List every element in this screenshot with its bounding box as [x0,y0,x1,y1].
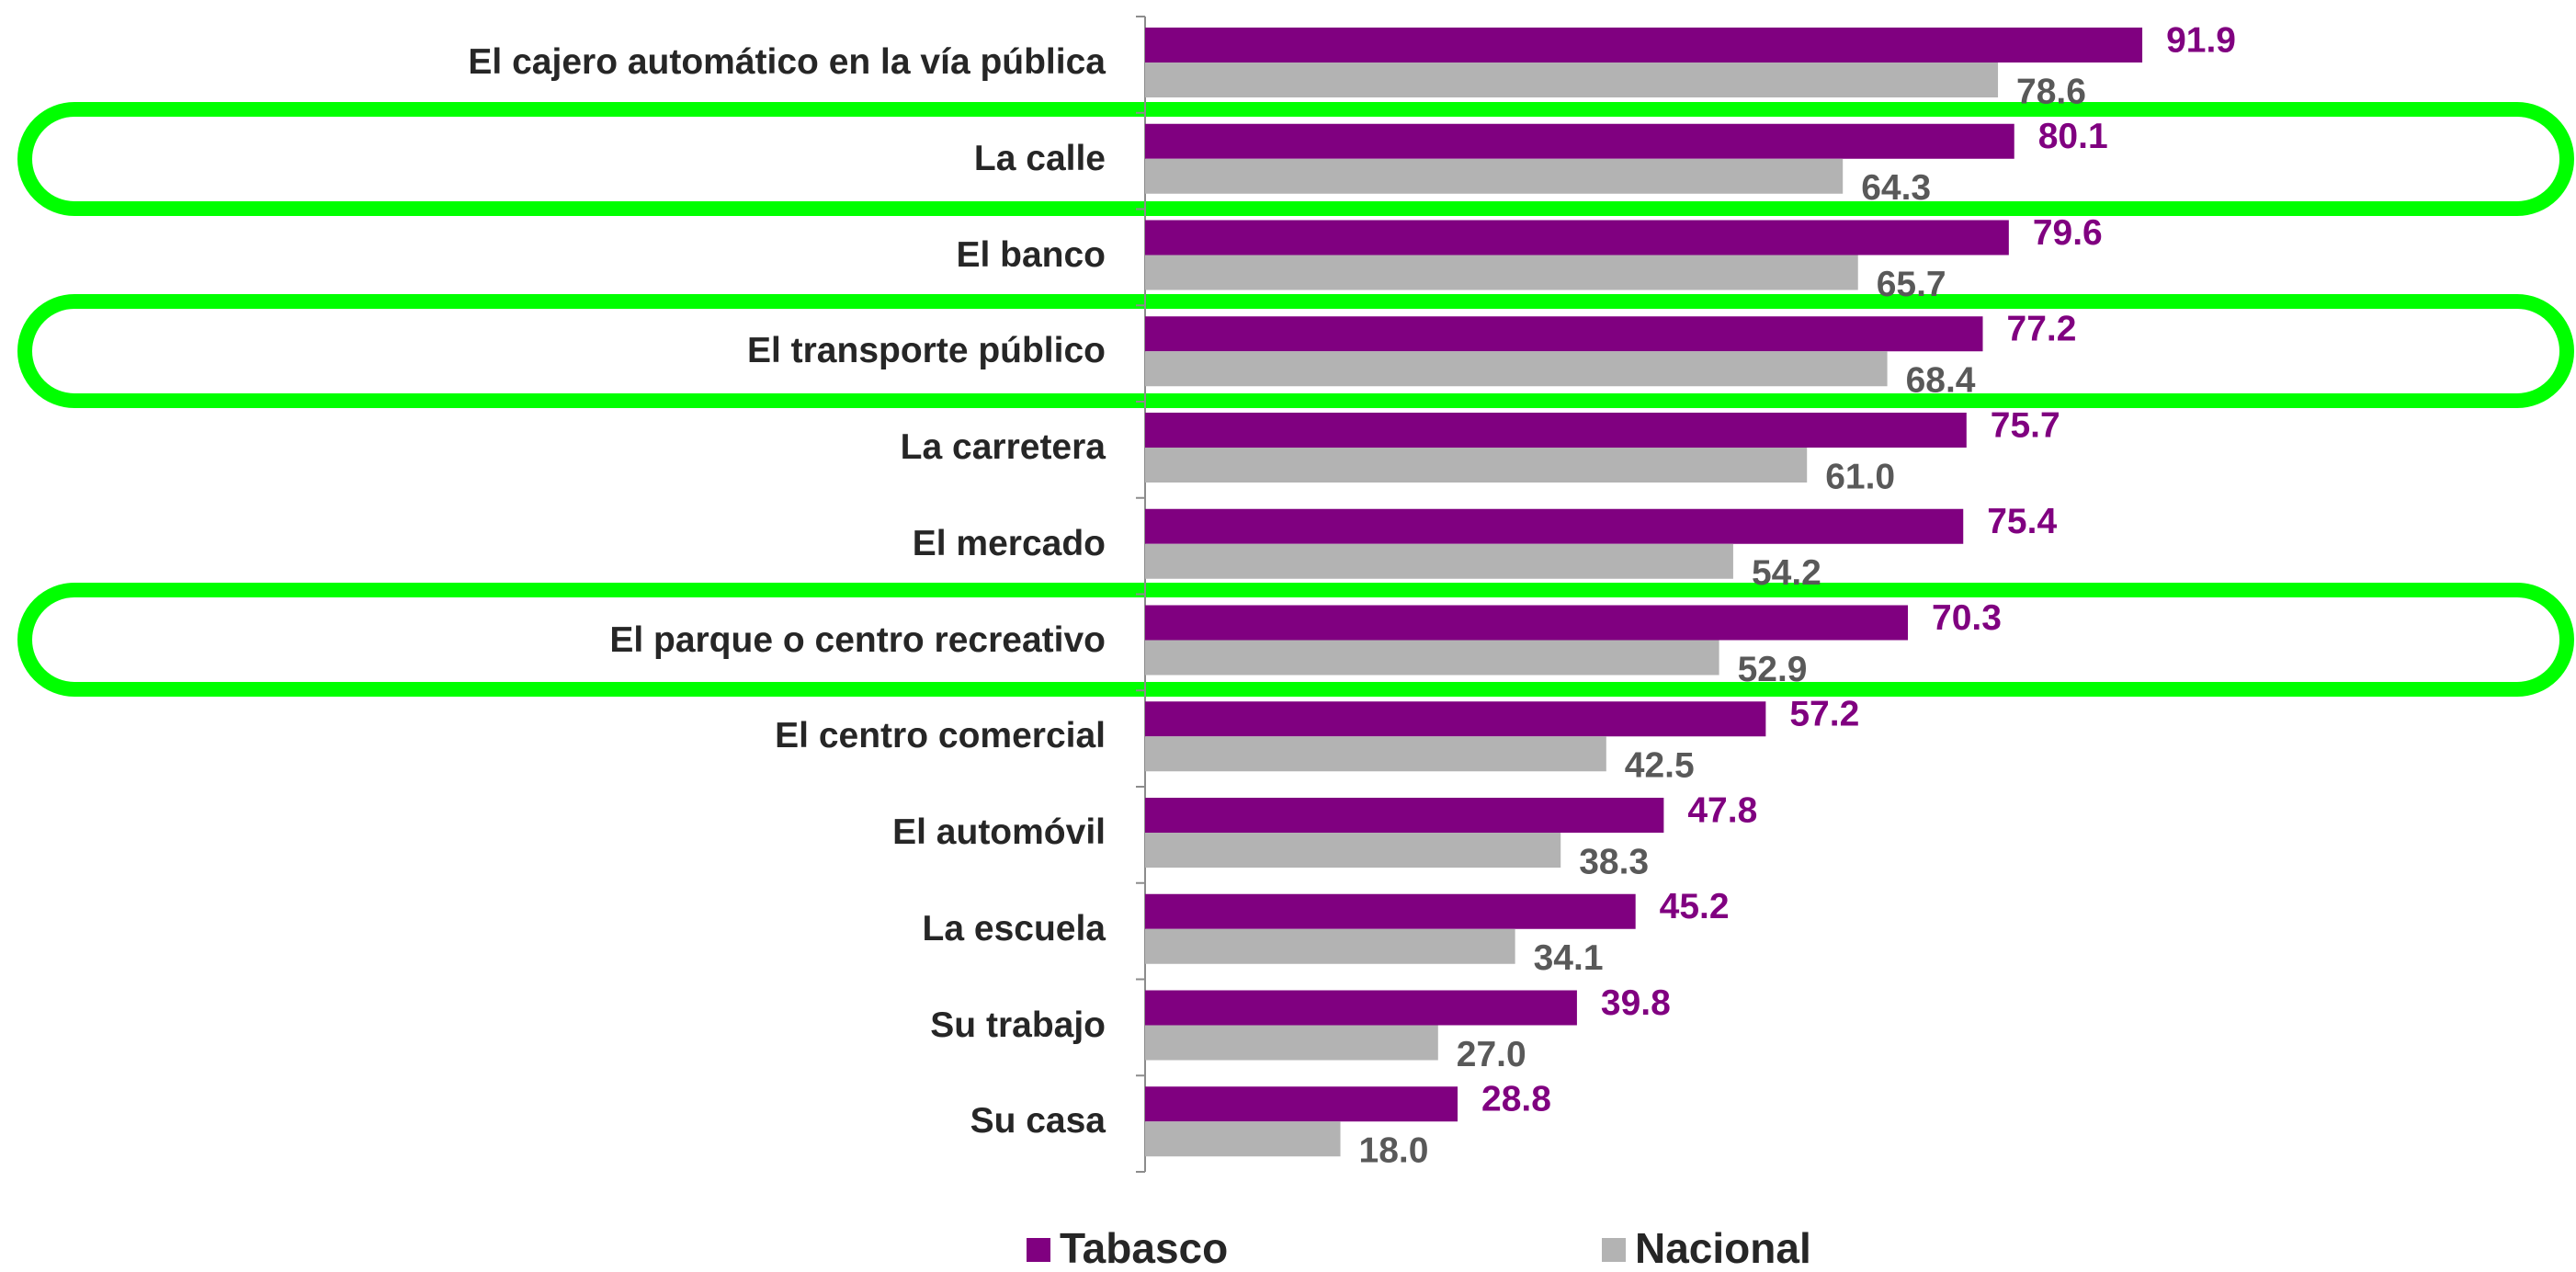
category-label: El transporte público [746,331,1106,371]
bar [1145,1086,1458,1122]
value-label: 52.9 [1738,650,1808,689]
value-label: 18.0 [1359,1131,1429,1171]
value-label: 64.3 [1861,168,1931,208]
legend-label: Tabasco [1060,1224,1228,1272]
legend-swatch [1602,1238,1626,1262]
category-label: El cajero automático en la vía pública [468,42,1106,82]
bar [1145,1121,1341,1157]
bar [1145,605,1909,641]
bar [1145,798,1664,833]
category-label: La calle [973,138,1106,178]
value-label: 79.6 [2033,213,2103,253]
legend-label: Nacional [1635,1224,1811,1272]
value-label: 42.5 [1625,746,1695,786]
highlights [17,102,2574,697]
value-label: 39.8 [1601,983,1671,1023]
bar [1145,736,1606,772]
value-label: 78.6 [2016,72,2086,111]
category-label: Su casa [970,1101,1106,1141]
bar [1145,123,2014,159]
value-label: 47.8 [1687,790,1757,830]
bar [1145,220,2009,256]
value-label: 61.0 [1825,457,1895,496]
bar [1145,351,1888,387]
bar [1145,316,1983,352]
category-label: Su trabajo [930,1005,1106,1045]
value-label: 65.7 [1877,265,1946,304]
value-label: 91.9 [2166,20,2236,60]
highlight-box [17,583,2574,697]
highlight-box [17,294,2574,408]
bar [1145,833,1561,868]
bar [1145,28,2143,62]
value-label: 75.7 [1991,405,2060,445]
value-label: 45.2 [1660,887,1730,926]
value-label: 70.3 [1932,598,2002,638]
bar [1145,448,1808,483]
value-label: 27.0 [1457,1035,1526,1074]
category-label: El automóvil [892,812,1106,852]
bar [1145,62,1999,97]
bar [1145,990,1577,1026]
value-label: 54.2 [1752,553,1821,593]
bar [1145,1025,1438,1061]
category-label: El centro comercial [775,716,1106,756]
bar [1145,543,1733,579]
value-label: 38.3 [1579,842,1649,881]
bar [1145,928,1515,964]
value-label: 28.8 [1481,1080,1551,1119]
legend-swatch [1027,1238,1050,1262]
bar [1145,640,1719,676]
bar [1145,508,1964,544]
value-label: 34.1 [1534,938,1604,978]
category-label: La carretera [900,427,1106,467]
category-label: El parque o centro recreativo [609,619,1106,660]
bar [1145,413,1967,448]
bar [1145,893,1636,929]
bar [1145,158,1844,194]
highlight-box [17,102,2574,216]
bar [1145,701,1766,737]
value-label: 68.4 [1906,361,1976,401]
value-label: 77.2 [2007,310,2077,349]
category-label: El banco [956,234,1106,275]
value-label: 75.4 [1987,502,2057,541]
value-label: 57.2 [1789,695,1859,734]
category-label: La escuela [922,908,1106,948]
category-label: El mercado [912,523,1106,563]
value-label: 80.1 [2038,117,2108,156]
bar [1145,255,1858,290]
